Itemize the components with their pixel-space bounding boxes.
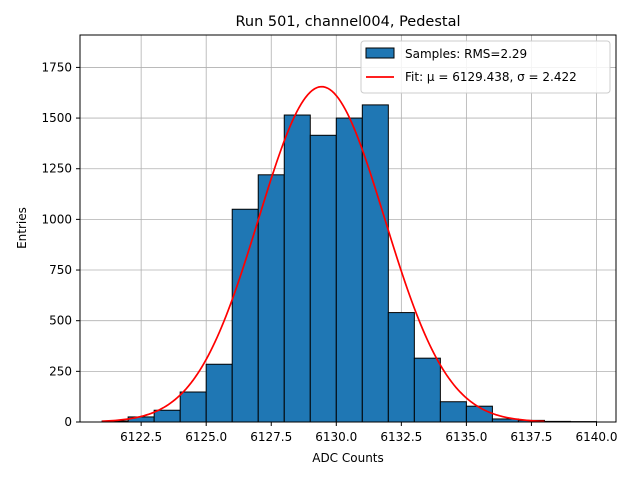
histogram-bar <box>465 405 493 423</box>
histogram-bar <box>413 357 441 423</box>
x-axis-label: ADC Counts <box>312 451 384 465</box>
y-tick-label: 750 <box>49 263 72 277</box>
x-tick-label: 6127.5 <box>250 430 292 444</box>
x-tick-label: 6132.5 <box>380 430 422 444</box>
histogram-bar <box>439 401 467 423</box>
histogram-bars <box>101 104 597 423</box>
y-tick-label: 1250 <box>41 162 72 176</box>
fit-curve <box>102 85 545 423</box>
histogram-bar <box>361 104 389 423</box>
plot-frame <box>79 34 617 423</box>
legend-label-fit: Fit: μ = 6129.438, σ = 2.422 <box>405 70 577 84</box>
y-tick-label: 0 <box>64 415 72 429</box>
legend-swatch-samples <box>365 47 395 59</box>
histogram-bar <box>283 114 311 423</box>
histogram-bar <box>257 174 285 423</box>
y-axis: 0 250 500 750 1000 1250 1500 1750 <box>41 60 80 429</box>
histogram-bar <box>179 391 207 423</box>
chart-title: Run 501, channel004, Pedestal <box>235 14 460 30</box>
histogram-bar <box>335 117 363 423</box>
legend-box <box>360 40 611 94</box>
x-tick-label: 6135.0 <box>445 430 487 444</box>
x-tick-label: 6140.0 <box>575 430 617 444</box>
legend: Samples: RMS=2.29 Fit: μ = 6129.438, σ =… <box>360 40 611 94</box>
x-axis: 6122.5 6125.0 6127.5 6130.0 6132.5 6135.0 6137… <box>120 422 617 444</box>
histogram-bar <box>153 409 181 423</box>
x-tick-label: 6125.0 <box>185 430 227 444</box>
y-tick-label: 500 <box>49 314 72 328</box>
x-tick-label: 6137.5 <box>510 430 552 444</box>
x-tick-label: 6130.0 <box>315 430 357 444</box>
legend-label-samples: Samples: RMS=2.29 <box>405 47 527 61</box>
y-tick-label: 1000 <box>41 212 72 226</box>
histogram-bar <box>231 208 259 423</box>
x-tick-label: 6122.5 <box>120 430 162 444</box>
histogram-bar <box>309 134 337 423</box>
histogram-bar <box>387 312 415 423</box>
y-tick-label: 1750 <box>41 60 72 74</box>
histogram-bar <box>205 363 233 423</box>
y-tick-label: 1500 <box>41 111 72 125</box>
y-tick-label: 250 <box>49 364 72 378</box>
y-axis-label: Entries <box>15 207 29 249</box>
